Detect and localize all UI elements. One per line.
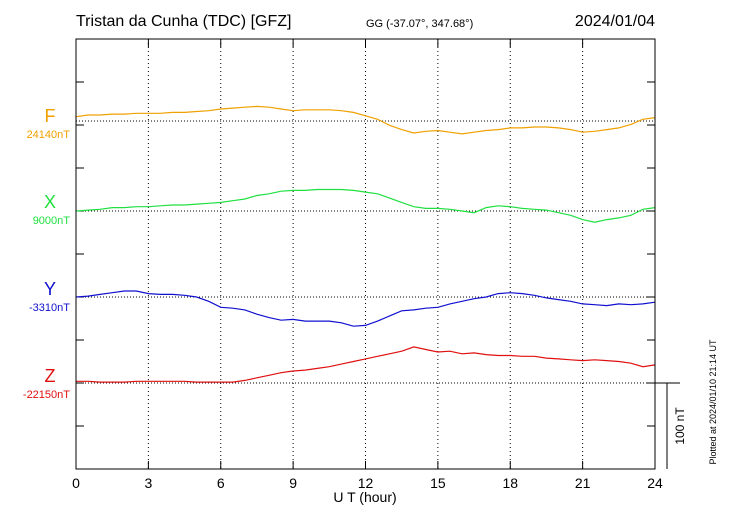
baseline-label-f: 24140nT — [27, 129, 71, 141]
series-line-x — [75, 188, 656, 223]
component-label-x: X — [44, 192, 56, 212]
x-axis-ticks: 0 3 6 9 12 15 18 21 24 — [72, 39, 663, 491]
x-tick-label: 9 — [289, 475, 297, 491]
baselines — [76, 120, 655, 384]
component-label-y: Y — [44, 279, 56, 299]
station-coordinates: GG (-37.07°, 347.68°) — [366, 18, 473, 30]
scale-bar: 100 nT — [655, 382, 687, 469]
plotted-timestamp: Plotted at 2024/01/10 21:14 UT — [708, 339, 718, 465]
date-label: 2024/01/04 — [575, 13, 655, 30]
x-tick-label: 0 — [72, 475, 80, 491]
component-label-z: Z — [45, 366, 56, 386]
x-tick-label: 21 — [575, 475, 591, 491]
plot-frame — [75, 38, 656, 470]
x-tick-label: 12 — [358, 475, 374, 491]
x-tick-label: 24 — [647, 475, 663, 491]
series-line-f — [75, 105, 656, 135]
scale-bar-label: 100 nT — [673, 407, 687, 445]
baseline-label-y: -3310nT — [29, 302, 70, 314]
baseline-label-z: -22150nT — [23, 389, 70, 401]
series-labels: F 24140nT X 9000nT Y -3310nT Z -22150nT — [23, 106, 70, 401]
x-tick-label: 15 — [430, 475, 446, 491]
x-axis-label: U T (hour) — [333, 489, 396, 505]
station-title: Tristan da Cunha (TDC) [GFZ] — [76, 13, 291, 30]
series-lines — [75, 105, 656, 383]
x-tick-label: 18 — [502, 475, 518, 491]
series-line-z — [76, 346, 656, 383]
baseline-label-x: 9000nT — [33, 215, 71, 227]
series-line-y — [75, 290, 656, 327]
grid — [147, 39, 584, 469]
x-tick-label: 3 — [144, 475, 152, 491]
x-tick-label: 6 — [217, 475, 225, 491]
component-label-f: F — [45, 106, 56, 126]
